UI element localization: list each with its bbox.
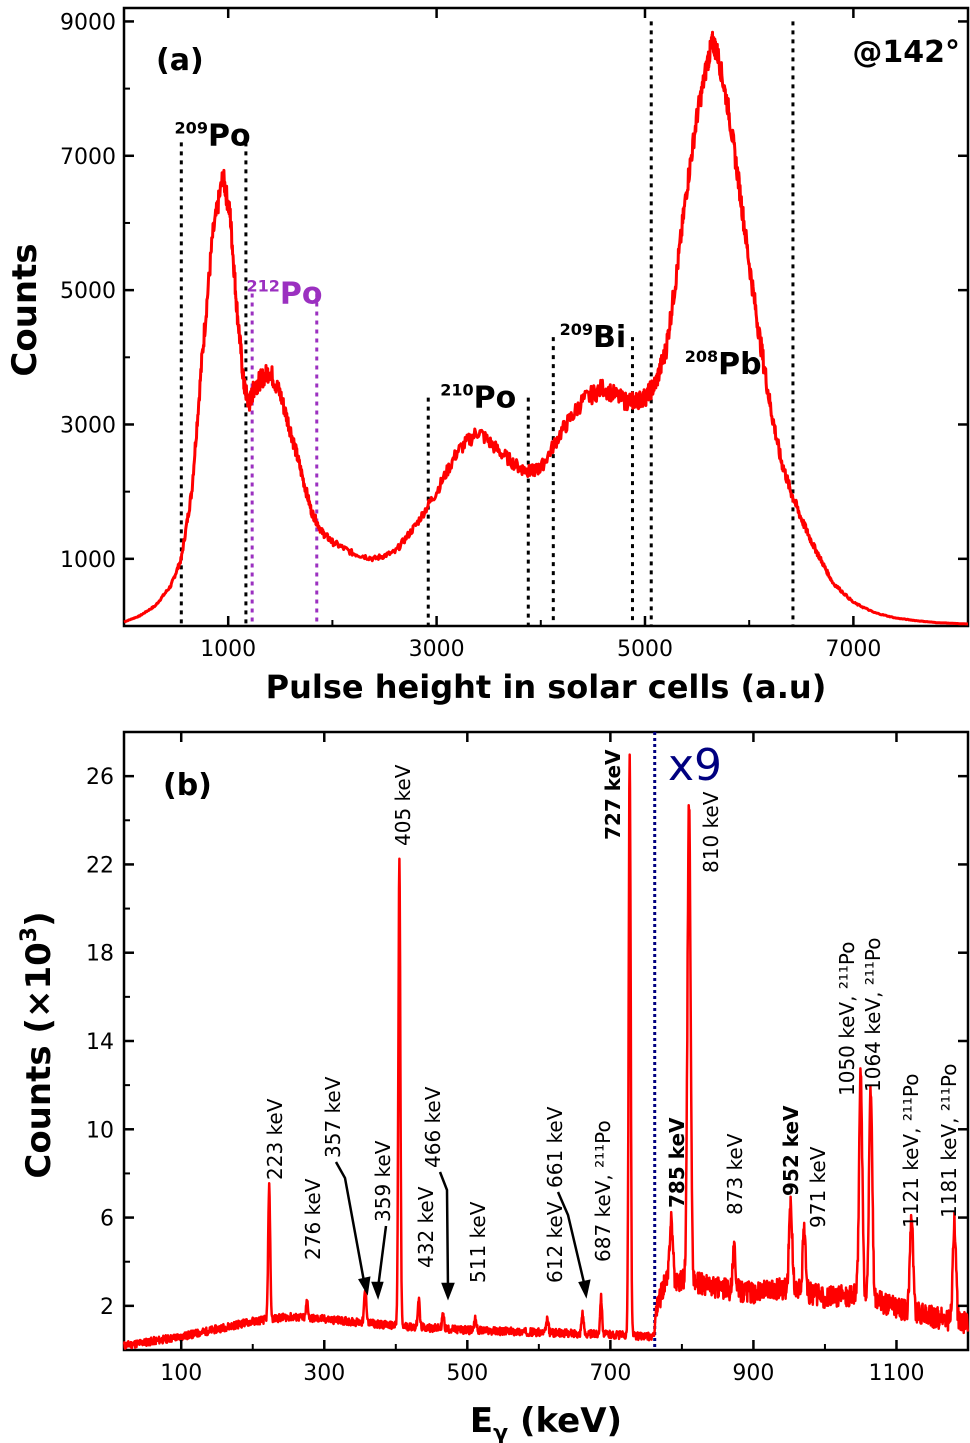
peak-label-466-kev: 466 keV	[421, 1086, 445, 1168]
region-label-209Po: 209Po	[175, 119, 251, 154]
panel-b-spectrum-line	[122, 753, 970, 1350]
peak-label-432-kev: 432 keV	[414, 1186, 438, 1268]
panel-a-y-axis-label: Counts	[5, 243, 45, 376]
peak-label-1121-kev: 1121 keV, ²¹¹Po	[899, 1074, 923, 1228]
peak-label-873-kev: 873 keV	[723, 1133, 747, 1215]
x-tick-label: 1000	[200, 637, 256, 662]
x-axis-label-subscript: γ	[493, 1421, 508, 1443]
y-tick-label: 2	[100, 1295, 114, 1320]
panel-b-peak-labels: 223 keV 276 keV 357 keV 359 keV 405 keV 432 k…	[263, 749, 961, 1283]
peak-label-612-kev: 612 keV	[543, 1201, 567, 1283]
x-tick-label: 500	[446, 1361, 488, 1386]
peak-label-661-kev: 661 keV	[543, 1106, 567, 1188]
panel-b-scale-label: x9	[668, 740, 722, 791]
peak-label-785-kev: 785 keV	[665, 1117, 689, 1208]
y-tick-label: 22	[86, 853, 114, 878]
panel-a-angle-label: @142°	[852, 35, 960, 70]
region-label-mass-number: 209	[175, 119, 208, 138]
region-label-208Pb: 208Pb	[685, 347, 762, 382]
y-axis-label-end: )	[19, 911, 59, 927]
peak-label-276-kev: 276 keV	[301, 1178, 325, 1260]
region-label-mass-number: 208	[685, 347, 718, 366]
arrow-661-kev	[556, 1191, 587, 1288]
panel-a-frame	[122, 6, 970, 628]
panel-b: 223 keV 276 keV 357 keV 359 keV 405 keV 432 k…	[17, 730, 970, 1443]
arrow-359-kev	[376, 1225, 388, 1289]
panel-a-ticks: 1000 3000 5000 7000 1000 3000 5000 7000 9000	[60, 8, 968, 662]
region-label-element: Po	[280, 276, 323, 311]
peak-label-1050-kev: 1050 keV, ²¹¹Po	[835, 942, 859, 1096]
peak-label-687-kev: 687 keV, ²¹¹Po	[591, 1120, 615, 1262]
panel-b-label: (b)	[163, 768, 212, 803]
region-label-mass-number: 209	[560, 320, 593, 339]
peak-label-357-kev: 357 keV	[321, 1076, 345, 1158]
y-tick-label: 3000	[60, 413, 116, 438]
y-axis-label-main: Counts (×10	[19, 942, 59, 1178]
panel-a-x-axis-label: Pulse height in solar cells (a.u)	[266, 668, 827, 706]
arrowhead-466-kev	[441, 1282, 455, 1301]
y-tick-label: 6	[100, 1207, 114, 1232]
arrowhead-359-kev	[371, 1281, 384, 1300]
panel-b-y-axis-label: Counts (×103)	[17, 911, 59, 1178]
x-tick-label: 900	[732, 1361, 774, 1386]
peak-label-727-kev: 727 keV	[601, 749, 625, 840]
y-tick-label: 1000	[60, 548, 116, 573]
peak-label-223-kev: 223 keV	[263, 1098, 287, 1180]
panel-a-label: (a)	[156, 43, 204, 78]
y-axis-label-superscript: 3	[17, 927, 42, 942]
y-tick-label: 5000	[60, 279, 116, 304]
region-label-210Po: 210Po	[440, 381, 516, 416]
region-label-element: Bi	[593, 320, 626, 355]
x-tick-label: 1100	[868, 1361, 924, 1386]
region-label-mass-number: 210	[440, 381, 473, 400]
x-tick-label: 300	[303, 1361, 345, 1386]
region-label-209Bi: 209Bi	[560, 320, 627, 355]
peak-label-952-kev: 952 keV	[779, 1105, 803, 1196]
peak-label-1181-kev: 1181 keV, ²¹¹Po	[937, 1064, 961, 1218]
arrow-357-kev	[334, 1161, 367, 1288]
y-tick-label: 14	[86, 1030, 114, 1055]
y-tick-label: 10	[86, 1118, 114, 1143]
region-label-element: Pb	[718, 347, 761, 382]
region-label-element: Po	[208, 119, 251, 154]
peak-label-1064-kev: 1064 keV, ²¹¹Po	[861, 938, 885, 1092]
y-tick-label: 9000	[60, 10, 116, 35]
panel-a-spectrum-line	[123, 30, 969, 626]
region-label-212Po: 212Po	[246, 276, 322, 311]
peak-label-810-kev: 810 keV	[699, 791, 723, 873]
arrowhead-357-kev	[358, 1276, 371, 1296]
x-axis-label-rest: (keV)	[508, 1401, 622, 1441]
x-axis-label-main: E	[470, 1401, 493, 1441]
region-label-element: Po	[474, 381, 517, 416]
y-tick-label: 26	[86, 765, 114, 790]
peak-label-359-kev: 359 keV	[371, 1140, 395, 1222]
x-tick-label: 5000	[617, 637, 673, 662]
peak-label-971-kev: 971 keV	[806, 1146, 830, 1228]
x-tick-label: 100	[160, 1361, 202, 1386]
y-tick-label: 7000	[60, 145, 116, 170]
x-tick-label: 7000	[825, 637, 881, 662]
arrow-466-kev	[438, 1171, 450, 1291]
y-tick-label: 18	[86, 942, 114, 967]
x-tick-label: 700	[589, 1361, 631, 1386]
panel-b-x-axis-label: Eγ (keV)	[470, 1401, 622, 1443]
region-label-mass-number: 212	[246, 276, 279, 295]
arrowhead-661-kev	[578, 1279, 591, 1299]
peak-label-511-kev: 511 keV	[466, 1201, 490, 1283]
panel-b-arrows	[334, 1161, 591, 1301]
x-tick-label: 3000	[409, 637, 465, 662]
peak-label-405-kev: 405 keV	[391, 764, 415, 846]
